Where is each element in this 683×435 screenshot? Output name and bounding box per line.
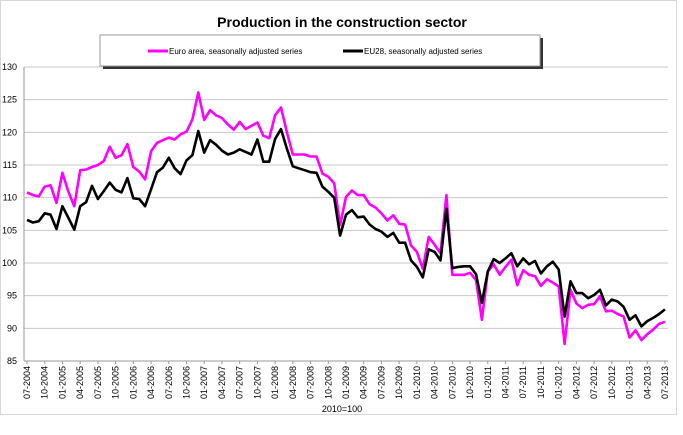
x-tick-label: 10-2010 bbox=[465, 366, 475, 399]
y-tick-label: 110 bbox=[3, 193, 17, 203]
y-tick-label: 95 bbox=[7, 291, 17, 301]
y-tick-label: 130 bbox=[2, 62, 17, 72]
x-tick-label: 10-2005 bbox=[111, 366, 121, 399]
series-line-euro-area bbox=[26, 91, 666, 346]
x-tick-label: 10-2012 bbox=[607, 366, 617, 399]
x-tick-label: 07-2007 bbox=[235, 366, 245, 399]
y-tick-label: 90 bbox=[7, 323, 17, 333]
y-tick-label: 115 bbox=[3, 160, 17, 170]
y-tick-label: 105 bbox=[2, 225, 17, 235]
y-tick-label: 120 bbox=[2, 127, 17, 137]
x-tick-label: 07-2012 bbox=[589, 366, 599, 399]
legend-label-eu28: EU28, seasonally adjusted series bbox=[364, 47, 482, 56]
x-tick-label: 01-2009 bbox=[341, 366, 351, 399]
x-tick-label: 07-2006 bbox=[164, 366, 174, 399]
y-tick-label: 100 bbox=[2, 258, 17, 268]
x-tick-label: 01-2011 bbox=[483, 366, 493, 398]
x-tick-label: 04-2010 bbox=[430, 366, 440, 399]
x-tick-label: 04-2008 bbox=[288, 366, 298, 399]
x-tick-label: 01-2012 bbox=[554, 366, 564, 399]
x-tick-label: 01-2010 bbox=[412, 366, 422, 399]
x-tick-label: 04-2007 bbox=[217, 366, 227, 399]
x-tick-label: 07-2011 bbox=[518, 366, 528, 398]
series-line-eu28 bbox=[26, 127, 666, 328]
x-tick-label: 10-2006 bbox=[182, 366, 192, 399]
x-tick-label: 07-2005 bbox=[93, 366, 103, 399]
x-tick-label: 04-2013 bbox=[642, 366, 652, 399]
x-axis: 07-2004 10-2004 01-2005 04-2005 07-2005 10-20… bbox=[22, 360, 670, 399]
legend-label-euro-area: Euro area, seasonally adjusted series bbox=[169, 47, 302, 56]
x-tick-label: 01-2006 bbox=[128, 366, 138, 399]
x-axis-label: 2010=100 bbox=[322, 404, 362, 414]
x-tick-label: 01-2007 bbox=[199, 366, 209, 399]
x-tick-label: 10-2008 bbox=[323, 366, 333, 399]
x-tick-label: 07-2008 bbox=[306, 366, 316, 399]
y-tick-label: 85 bbox=[7, 356, 17, 366]
x-tick-label: 07-2013 bbox=[660, 366, 670, 399]
x-tick-label: 10-2009 bbox=[394, 366, 404, 399]
x-tick-label: 04-2005 bbox=[75, 366, 85, 399]
x-tick-label: 10-2011 bbox=[536, 366, 546, 398]
x-tick-label: 04-2009 bbox=[359, 366, 369, 399]
y-tick-label: 125 bbox=[2, 95, 17, 105]
x-tick-label: 07-2004 bbox=[22, 366, 32, 399]
x-tick-label: 01-2013 bbox=[625, 366, 635, 399]
x-tick-label: 01-2005 bbox=[57, 366, 67, 399]
x-tick-label: 04-2006 bbox=[146, 366, 156, 399]
legend-box bbox=[99, 34, 541, 67]
series-lines bbox=[26, 91, 666, 346]
x-tick-label: 07-2010 bbox=[447, 366, 457, 399]
legend: Euro area, seasonally adjusted series EU… bbox=[99, 34, 543, 69]
x-tick-label: 04-2011 bbox=[501, 366, 511, 398]
y-axis: 85 90 95 100 105 110 115 120 125 130 bbox=[2, 62, 25, 366]
x-tick-label: 10-2007 bbox=[252, 366, 262, 399]
x-tick-label: 10-2004 bbox=[40, 366, 50, 399]
x-tick-label: 07-2009 bbox=[376, 366, 386, 399]
x-tick-label: 04-2012 bbox=[571, 366, 581, 399]
chart-title: Production in the construction sector bbox=[217, 14, 467, 30]
x-tick-label: 01-2008 bbox=[270, 366, 280, 399]
